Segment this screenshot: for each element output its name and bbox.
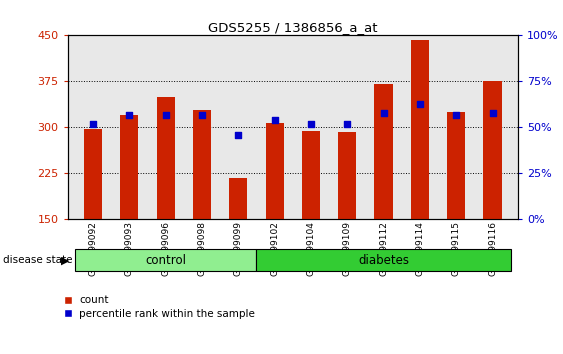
Text: control: control (145, 254, 186, 267)
Bar (266, 122, 284, 219)
Point (488, 110, 497, 115)
Point (379, 110, 388, 115)
Point (161, 112, 170, 118)
Legend: count, percentile rank within the sample: count, percentile rank within the sample (61, 296, 255, 319)
Bar (447, 112, 465, 219)
Bar (84, 129, 102, 219)
FancyBboxPatch shape (256, 249, 511, 271)
Text: ▶: ▶ (61, 255, 69, 265)
Title: GDS5255 / 1386856_a_at: GDS5255 / 1386856_a_at (208, 21, 378, 34)
Point (88, 121, 97, 127)
Point (270, 117, 279, 123)
Point (306, 121, 315, 127)
Point (452, 112, 461, 118)
Bar (229, 178, 247, 219)
Bar (338, 132, 356, 219)
Bar (484, 81, 502, 219)
Text: disease state: disease state (3, 255, 72, 265)
Bar (302, 131, 320, 219)
Point (125, 112, 134, 118)
Bar (120, 115, 138, 219)
Point (198, 112, 207, 118)
Bar (157, 97, 175, 219)
Bar (193, 110, 211, 219)
Point (415, 101, 425, 106)
Point (343, 121, 352, 127)
Point (234, 132, 243, 138)
Bar (411, 40, 429, 219)
Bar (374, 85, 392, 219)
FancyBboxPatch shape (75, 249, 256, 271)
Text: diabetes: diabetes (358, 254, 409, 267)
